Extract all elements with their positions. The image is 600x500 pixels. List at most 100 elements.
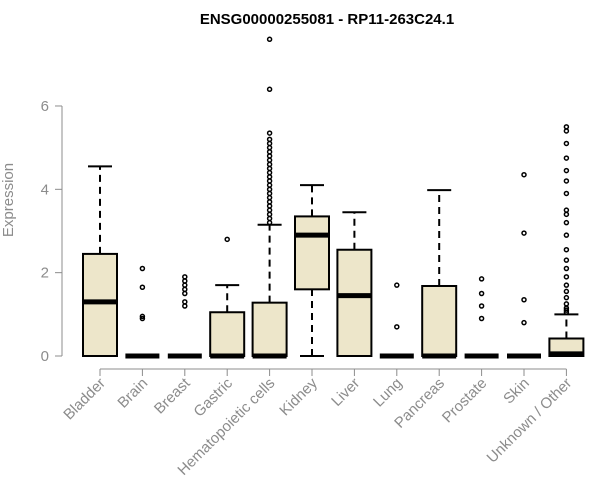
outlier-point [563, 257, 570, 263]
outlier-point [182, 290, 188, 297]
box-lung [379, 282, 414, 359]
outlier-point [266, 130, 273, 136]
outlier-point [563, 232, 570, 238]
outlier-point [182, 278, 188, 284]
outlier-point [478, 290, 485, 297]
box-body [294, 215, 330, 291]
x-tick-label: Lung [370, 375, 406, 411]
outlier-point [266, 174, 273, 180]
x-tick-label: Liver [328, 375, 363, 410]
outlier-point [394, 282, 400, 288]
box-body [251, 301, 288, 358]
box-bladder [82, 165, 118, 357]
outlier-point [266, 153, 273, 159]
x-tick-label: Prostate [439, 375, 491, 427]
box-pancreas [421, 189, 458, 359]
outlier-point [521, 230, 527, 236]
outlier-point [563, 211, 570, 218]
outlier-point [394, 324, 400, 330]
box-gastric [209, 236, 246, 359]
outlier-point [266, 219, 273, 226]
y-axis-label: Expression [0, 163, 17, 237]
outlier-point [266, 165, 273, 172]
x-tick-label: Breast [151, 374, 194, 417]
outlier-point [182, 286, 188, 293]
outlier-point [266, 140, 273, 147]
outlier-point [563, 190, 570, 197]
outlier-point [563, 282, 570, 288]
box-unknown-other [548, 124, 585, 357]
outlier-point [563, 128, 570, 134]
y-tick-label: 6 [41, 98, 49, 115]
box-skin [507, 171, 541, 359]
outlier-point [266, 178, 273, 184]
y-tick-label: 2 [41, 265, 49, 282]
outlier-point [563, 246, 570, 253]
y-tick-label: 0 [41, 348, 49, 365]
y-tick-label: 4 [41, 181, 49, 198]
box-kidney [294, 184, 330, 357]
outlier-point [266, 182, 273, 188]
outlier-point [266, 149, 273, 155]
outlier-point [266, 144, 273, 151]
x-tick-label: Brain [114, 375, 151, 412]
outlier-point [563, 140, 570, 147]
outlier-point [182, 274, 188, 280]
x-tick-label: Bladder [60, 375, 109, 424]
box-hematopoietic-cells [251, 36, 288, 359]
outlier-point [563, 274, 570, 280]
boxes [82, 36, 585, 359]
box-body [336, 248, 373, 357]
x-tick-label: Skin [500, 375, 533, 408]
outlier-point [266, 157, 273, 163]
outlier-point [182, 282, 188, 288]
outlier-point [266, 161, 273, 168]
outlier-point [563, 178, 570, 184]
outlier-point [266, 203, 273, 209]
x-tick-label: Kidney [276, 374, 321, 419]
outlier-point [266, 169, 273, 176]
outlier-point [521, 296, 527, 303]
outlier-point [521, 319, 527, 326]
outlier-point [266, 211, 273, 218]
outlier-point [563, 265, 570, 272]
outlier-point [563, 301, 570, 307]
outlier-point [266, 136, 273, 143]
outlier-point [182, 299, 188, 305]
box-brain [125, 265, 160, 359]
outlier-point [478, 315, 485, 322]
outlier-point [266, 199, 273, 205]
box-liver [336, 211, 373, 357]
outlier-point [266, 207, 273, 213]
outlier-point [266, 186, 273, 193]
outlier-point [224, 236, 230, 243]
outlier-point [563, 307, 570, 313]
outlier-point [182, 303, 188, 309]
outlier-point [563, 219, 570, 226]
outlier-point [563, 167, 570, 174]
outlier-point [139, 284, 146, 290]
chart-title: ENSG00000255081 - RP11-263C24.1 [200, 11, 454, 28]
outlier-point [266, 215, 273, 222]
outlier-point [478, 303, 485, 309]
box-breast [167, 274, 202, 359]
outlier-point [139, 313, 146, 320]
outlier-point [266, 36, 273, 43]
outlier-point [563, 288, 570, 295]
box-body [209, 311, 246, 357]
outlier-point [563, 294, 570, 301]
box-body [82, 252, 118, 357]
outlier-point [478, 276, 485, 282]
outlier-point [563, 155, 570, 161]
outlier-point [266, 86, 273, 93]
box-body [421, 284, 458, 357]
outlier-point [521, 171, 527, 178]
outlier-point [266, 194, 273, 201]
outlier-point [563, 207, 570, 213]
box-prostate [464, 276, 499, 359]
outlier-point [563, 124, 570, 130]
outlier-point [139, 265, 146, 272]
outlier-point [266, 190, 273, 197]
